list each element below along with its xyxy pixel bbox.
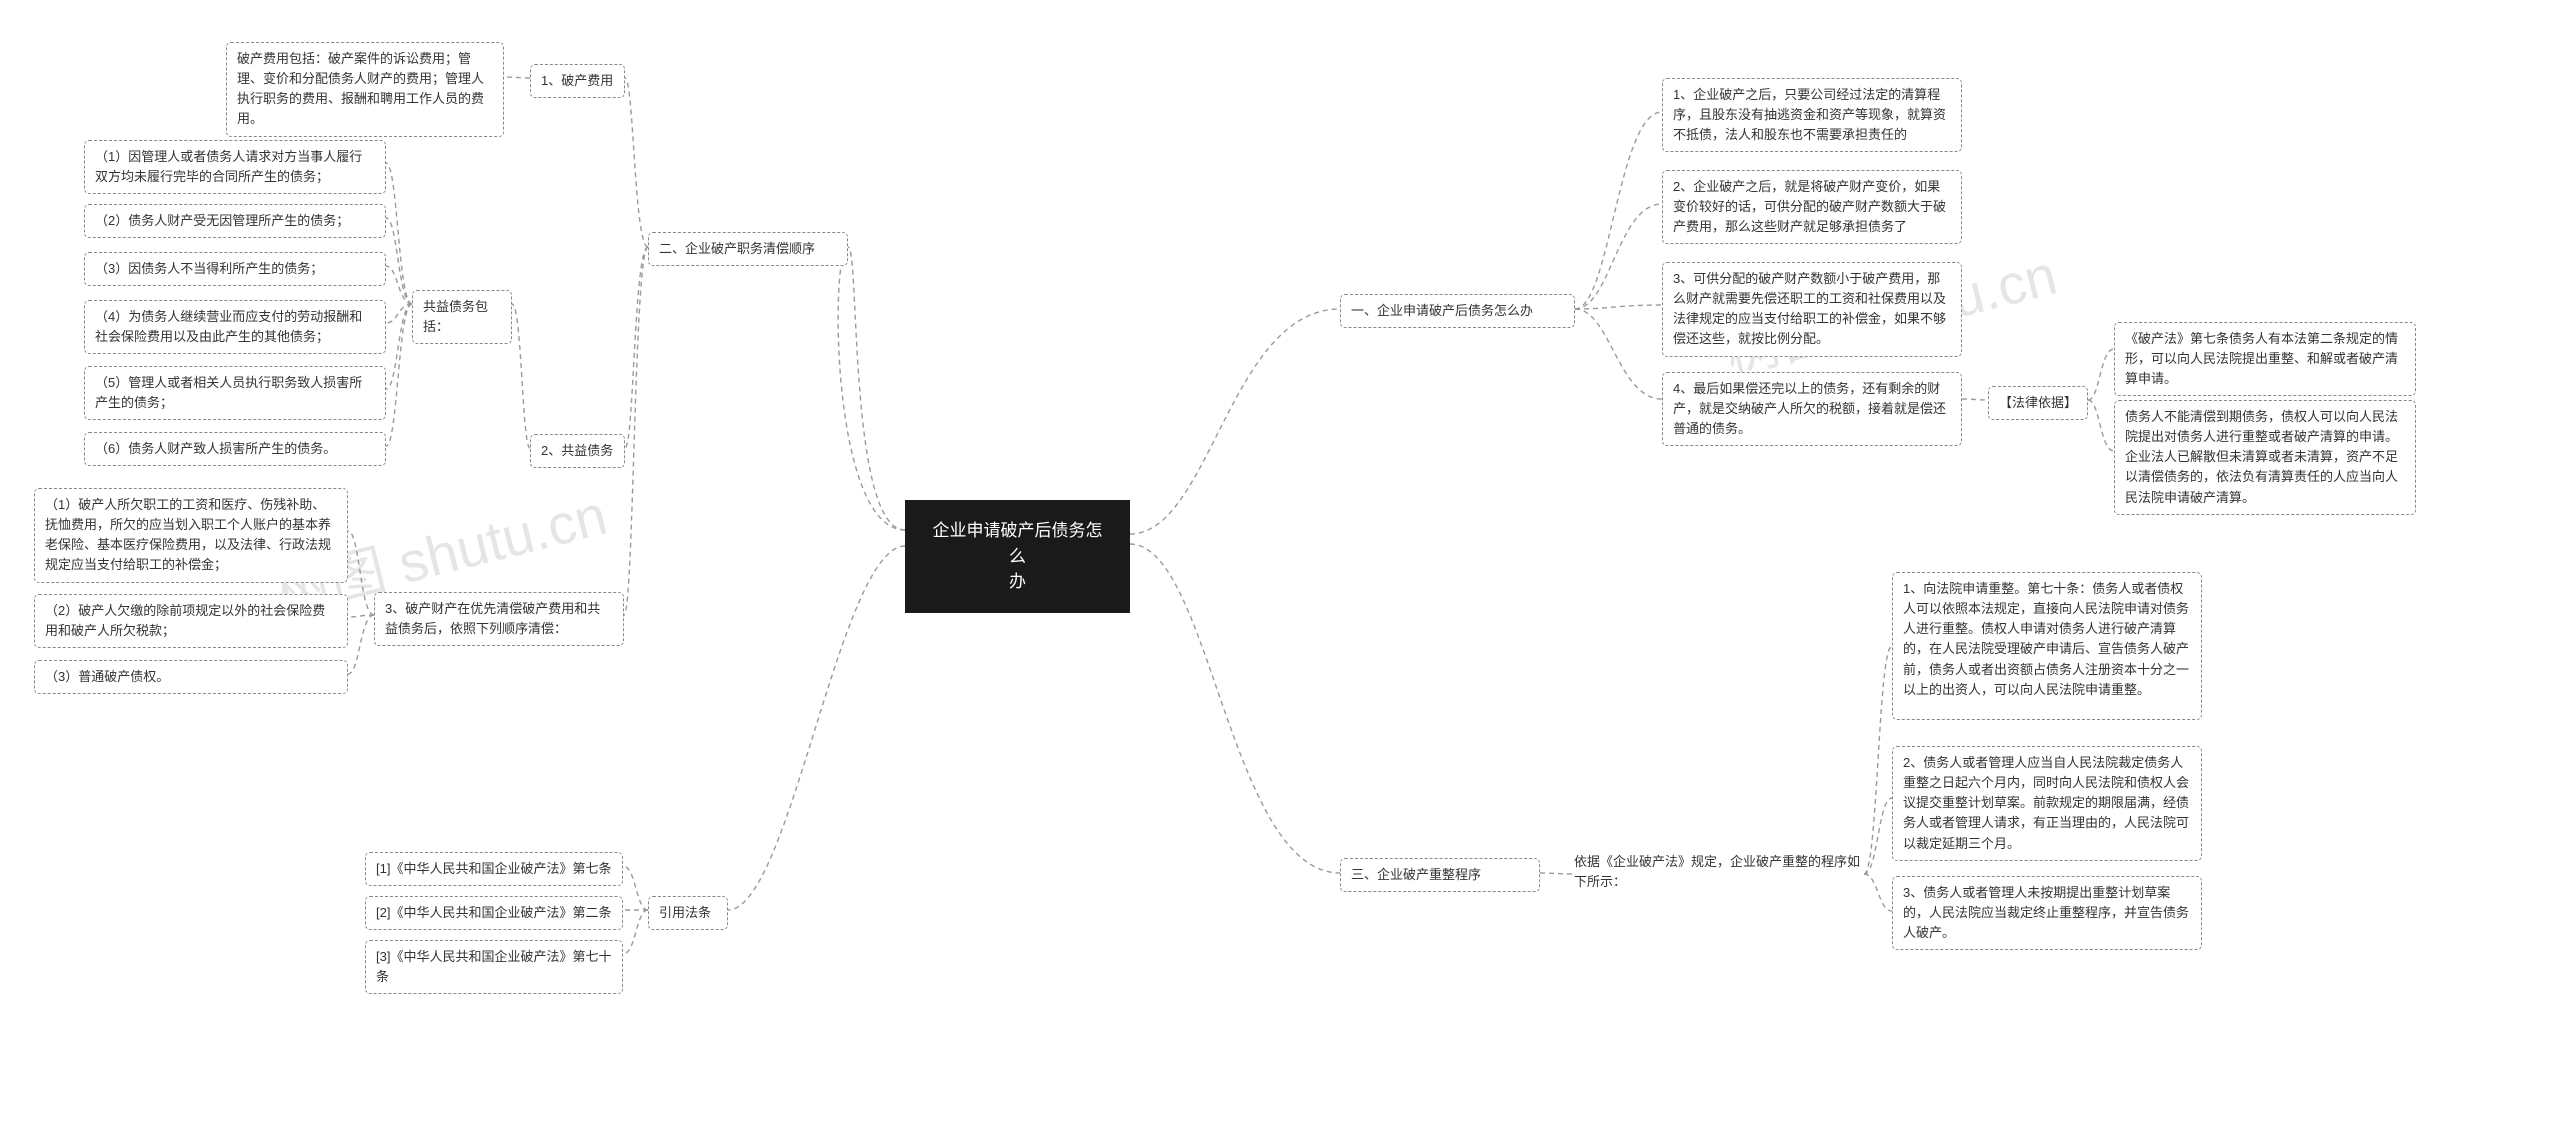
section3-item-3: 3、债务人或者管理人未按期提出重整计划草案的，人民法院应当裁定终止重整程序，并宣… bbox=[1892, 876, 2202, 950]
refs-r2: [2]《中华人民共和国企业破产法》第二条 bbox=[365, 896, 623, 930]
section2-n2-f: （6）债务人财产致人损害所产生的债务。 bbox=[84, 432, 386, 466]
section3-intro: 依据《企业破产法》规定，企业破产重整的程序如下所示： bbox=[1574, 852, 1864, 896]
section1-item-1: 1、企业破产之后，只要公司经过法定的清算程序，且股东没有抽逃资金和资产等现象，就… bbox=[1662, 78, 1962, 152]
section2-n2: 2、共益债务 bbox=[530, 434, 625, 468]
section2-n2-c: （3）因债务人不当得利所产生的债务； bbox=[84, 252, 386, 286]
section2-n1-detail: 破产费用包括：破产案件的诉讼费用；管理、变价和分配债务人财产的费用；管理人执行职… bbox=[226, 42, 504, 137]
section2-title: 二、企业破产职务清偿顺序 bbox=[648, 232, 848, 266]
section1-legal-2: 债务人不能清偿到期债务，债权人可以向人民法院提出对债务人进行重整或者破产清算的申… bbox=[2114, 400, 2416, 515]
refs-r3: [3]《中华人民共和国企业破产法》第七十条 bbox=[365, 940, 623, 994]
root-line1: 企业申请破产后债务怎么 bbox=[933, 521, 1103, 566]
section2-n2-d: （4）为债务人继续营业而应支付的劳动报酬和社会保险费用以及由此产生的其他债务； bbox=[84, 300, 386, 354]
section3-item-1: 1、向法院申请重整。第七十条：债务人或者债权人可以依照本法规定，直接向人民法院申… bbox=[1892, 572, 2202, 720]
section2-n2-label: 共益债务包括： bbox=[412, 290, 512, 344]
section3-title: 三、企业破产重整程序 bbox=[1340, 858, 1540, 892]
section2-n2-a: （1）因管理人或者债务人请求对方当事人履行双方均未履行完毕的合同所产生的债务； bbox=[84, 140, 386, 194]
section1-legal-1: 《破产法》第七条债务人有本法第二条规定的情形，可以向人民法院提出重整、和解或者破… bbox=[2114, 322, 2416, 396]
section2-n3-b: （2）破产人欠缴的除前项规定以外的社会保险费用和破产人所欠税款； bbox=[34, 594, 348, 648]
root-node: 企业申请破产后债务怎么 办 bbox=[905, 500, 1130, 613]
section1-item-3: 3、可供分配的破产财产数额小于破产费用，那么财产就需要先偿还职工的工资和社保费用… bbox=[1662, 262, 1962, 357]
section1-title: 一、企业申请破产后债务怎么办 bbox=[1340, 294, 1575, 328]
section2-n1: 1、破产费用 bbox=[530, 64, 625, 98]
section2-n2-b: （2）债务人财产受无因管理所产生的债务； bbox=[84, 204, 386, 238]
section2-n2-e: （5）管理人或者相关人员执行职务致人损害所产生的债务； bbox=[84, 366, 386, 420]
section1-item-4: 4、最后如果偿还完以上的债务，还有剩余的财产，就是交纳破产人所欠的税额，接着就是… bbox=[1662, 372, 1962, 446]
section1-item-2: 2、企业破产之后，就是将破产财产变价，如果变价较好的话，可供分配的破产财产数额大… bbox=[1662, 170, 1962, 244]
section1-legal-label: 【法律依据】 bbox=[1988, 386, 2088, 420]
section2-n3-a: （1）破产人所欠职工的工资和医疗、伤残补助、抚恤费用，所欠的应当划入职工个人账户… bbox=[34, 488, 348, 583]
root-line2: 办 bbox=[1009, 572, 1026, 591]
section3-item-2: 2、债务人或者管理人应当自人民法院裁定债务人重整之日起六个月内，同时向人民法院和… bbox=[1892, 746, 2202, 861]
section2-n3-c: （3）普通破产债权。 bbox=[34, 660, 348, 694]
refs-r1: [1]《中华人民共和国企业破产法》第七条 bbox=[365, 852, 623, 886]
refs-title: 引用法条 bbox=[648, 896, 728, 930]
section2-n3: 3、破产财产在优先清偿破产费用和共益债务后，依照下列顺序清偿： bbox=[374, 592, 624, 646]
